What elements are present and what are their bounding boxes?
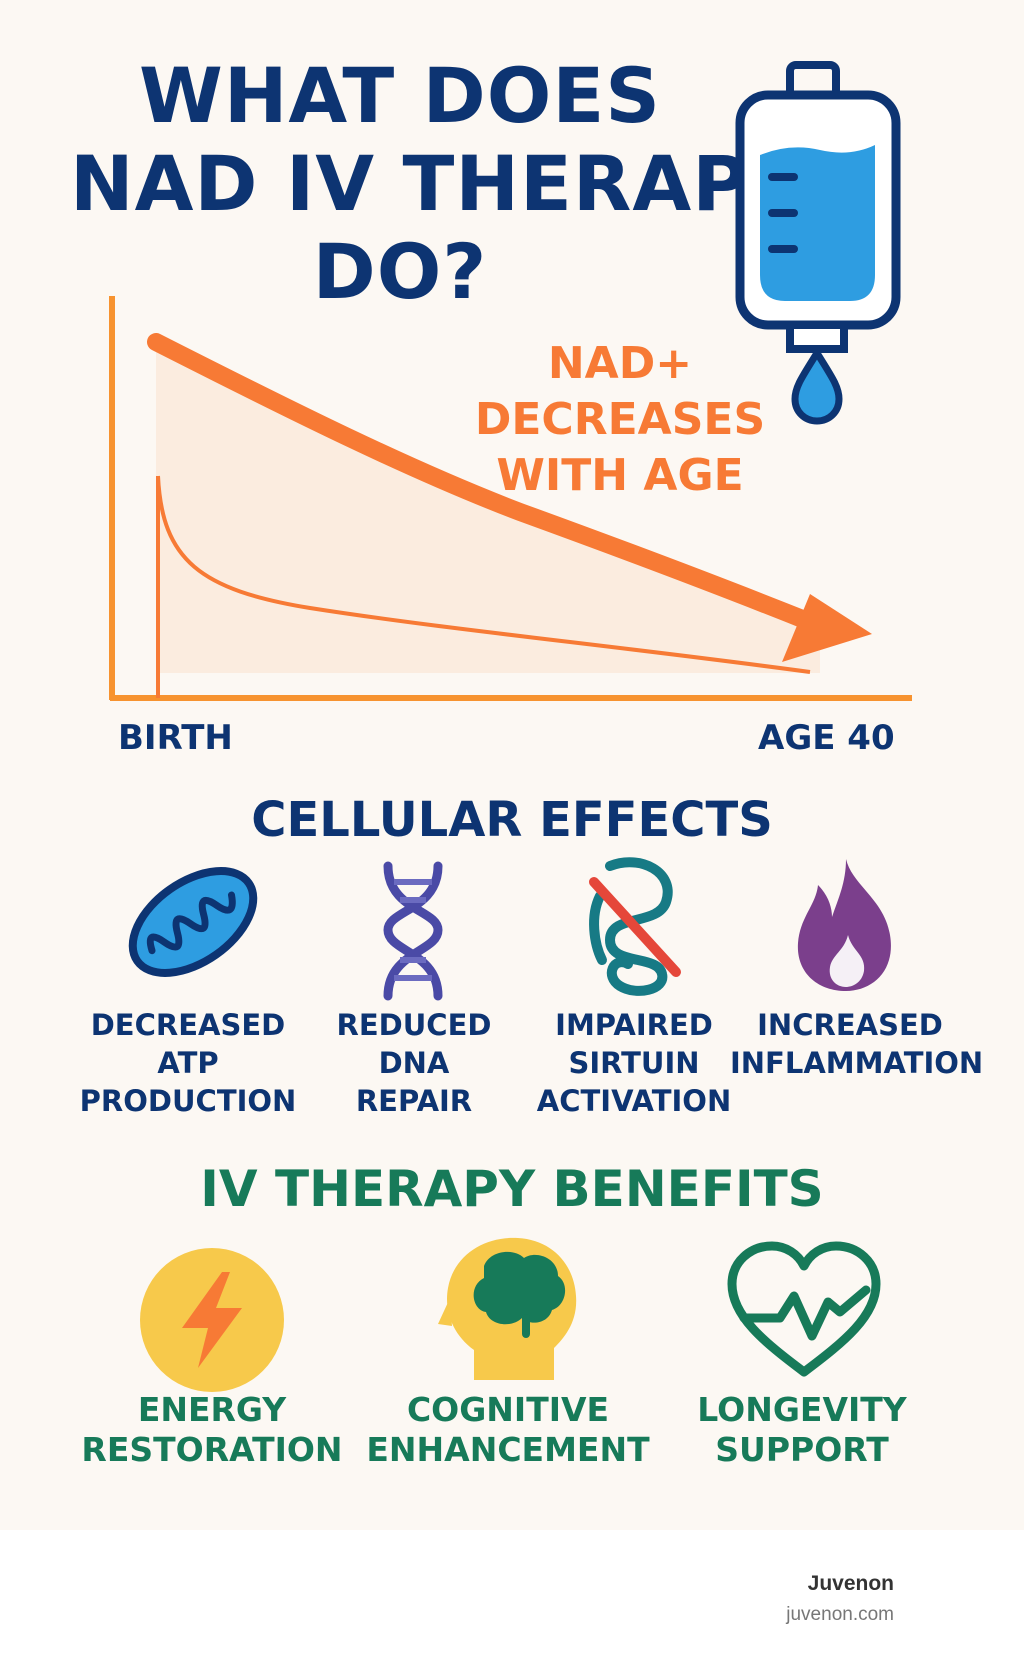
infographic: WHAT DOES NAD IV THERAPY DO? NAD+ DECREA… <box>0 0 1024 1530</box>
brain-head-icon <box>438 1237 577 1380</box>
benefit-energy-line-2: RESTORATION <box>81 1430 343 1469</box>
benefit-longevity-line-2: SUPPORT <box>715 1430 889 1469</box>
page-title: WHAT DOES NAD IV THERAPY DO? <box>70 51 805 316</box>
title-line-1: WHAT DOES <box>139 51 661 140</box>
benefit-cognitive-line-1: COGNITIVE <box>406 1390 610 1429</box>
title-line-3: DO? <box>312 227 488 316</box>
effect-atp-line-3: PRODUCTION <box>79 1084 297 1118</box>
effect-dna-line-2: DNA <box>378 1046 450 1080</box>
heart-pulse-icon <box>727 1241 881 1377</box>
effect-inflammation-line-2: INFLAMMATION <box>730 1046 984 1080</box>
mitochondria-icon <box>128 867 258 977</box>
iv-bag-icon <box>735 61 901 425</box>
lightning-icon <box>140 1248 284 1392</box>
benefit-label-longevity: LONGEVITY SUPPORT <box>652 1390 952 1470</box>
dna-icon <box>383 861 443 1001</box>
effect-sirtuin-line-2: SIRTUIN <box>568 1046 700 1080</box>
decline-arrowhead <box>782 594 872 662</box>
decline-arrow-line <box>147 333 819 631</box>
cellular-effects-heading: CELLULAR EFFECTS <box>251 792 773 848</box>
effect-dna-line-3: REPAIR <box>355 1084 473 1118</box>
effect-inflammation-line-1: INCREASED <box>757 1008 943 1042</box>
footer-url[interactable]: juvenon.com <box>786 1604 894 1625</box>
effect-sirtuin-line-3: ACTIVATION <box>536 1084 732 1118</box>
inner-decline-curve <box>156 475 811 674</box>
benefit-longevity-line-1: LONGEVITY <box>697 1390 907 1429</box>
benefit-label-cognitive: COGNITIVE ENHANCEMENT <box>358 1390 658 1470</box>
flame-icon <box>797 859 891 991</box>
effect-label-dna: REDUCED DNA REPAIR <box>294 1006 534 1120</box>
benefit-cognitive-line-2: ENHANCEMENT <box>366 1430 650 1469</box>
iv-benefits-heading: IV THERAPY BENEFITS <box>200 1160 824 1218</box>
effect-sirtuin-line-1: IMPAIRED <box>555 1008 713 1042</box>
effect-dna-line-1: REDUCED <box>336 1008 492 1042</box>
chart-annotation: NAD+ DECREASES WITH AGE <box>455 336 785 504</box>
effect-atp-line-1: DECREASED <box>90 1008 286 1042</box>
effect-label-sirtuin: IMPAIRED SIRTUIN ACTIVATION <box>514 1006 754 1120</box>
footer-brand: Juvenon <box>807 1572 894 1595</box>
title-line-2: NAD IV THERAPY <box>70 139 805 228</box>
benefit-energy-line-1: ENERGY <box>137 1390 287 1429</box>
annotation-line-1: NAD+ <box>547 338 693 389</box>
annotation-line-2: DECREASES <box>474 394 766 445</box>
sirtuin-blocked-icon <box>589 857 681 996</box>
effect-label-inflammation: INCREASED INFLAMMATION <box>730 1006 984 1082</box>
x-end-label: AGE 40 <box>758 718 895 758</box>
effect-atp-line-2: ATP <box>157 1046 219 1080</box>
annotation-line-3: WITH AGE <box>496 450 744 501</box>
nad-decline-chart <box>109 296 912 701</box>
effect-label-atp: DECREASED ATP PRODUCTION <box>68 1006 308 1120</box>
benefit-label-energy: ENERGY RESTORATION <box>62 1390 362 1470</box>
x-start-label: BIRTH <box>118 718 233 758</box>
